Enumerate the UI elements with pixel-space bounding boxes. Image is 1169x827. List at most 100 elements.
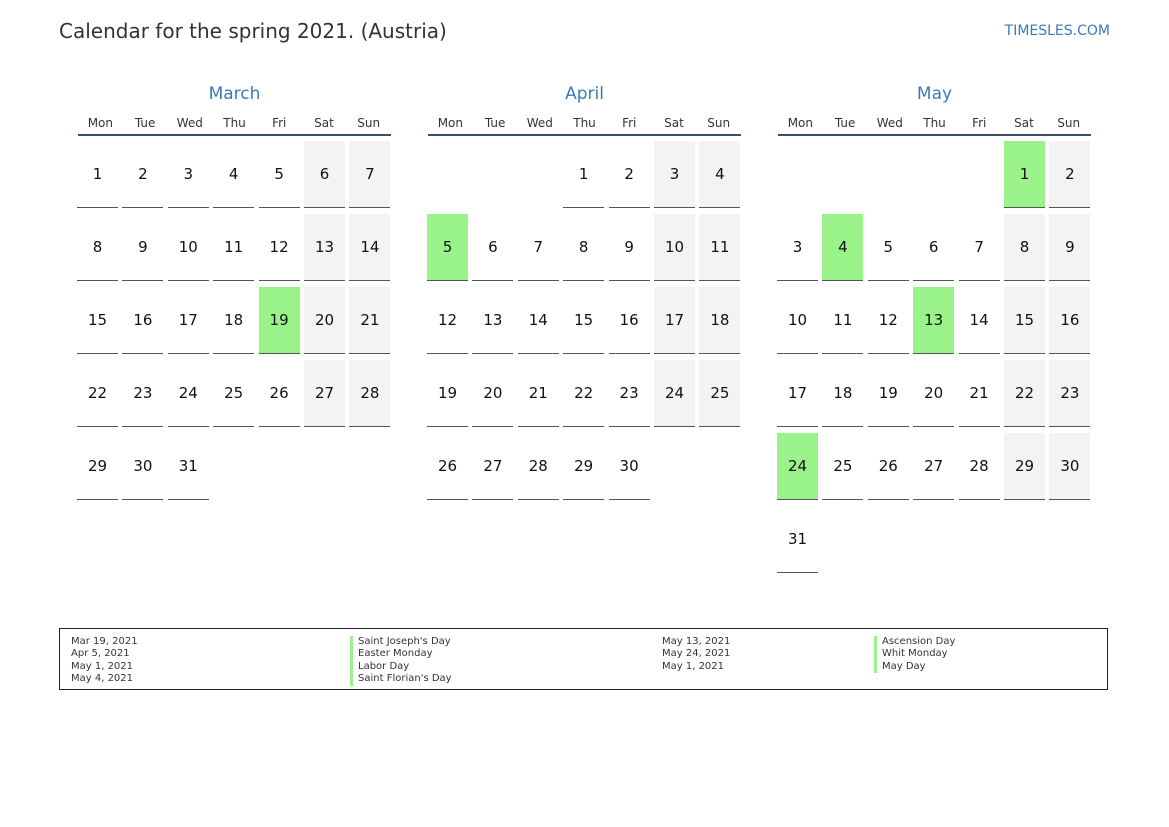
day-cell: 6	[472, 214, 514, 281]
day-cell: 10	[777, 287, 818, 354]
day-cell: 21	[517, 360, 559, 427]
weekday-label: Sat	[314, 116, 334, 130]
day-cell: 14	[517, 287, 559, 354]
legend-date: May 1, 2021	[662, 660, 725, 672]
day-cell: 5	[867, 214, 909, 281]
legend-holiday-name: Saint Joseph's Day	[350, 636, 452, 649]
day-cell: 23	[608, 360, 650, 427]
legend-holiday-name: May Day	[874, 660, 955, 674]
month-may: May Mon Tue Wed Thu Fri Sat Sun 1 2 3 4 5 6 7 8 9 10 11 12 1…	[777, 82, 1092, 573]
day-cell: 16	[1049, 287, 1091, 354]
legend-col2-dates: May 13, 2021 May 24, 2021 May 1, 2021	[662, 636, 730, 673]
day-cell: 10	[167, 214, 209, 281]
weekday-label: Sun	[707, 116, 731, 130]
legend-col1-dates: Mar 19, 2021 Apr 5, 2021 May 1, 2021 May…	[71, 636, 138, 686]
day-cell: 21	[349, 287, 391, 354]
day-cell: 12	[867, 287, 909, 354]
day-cell: 28	[349, 360, 391, 427]
day-cell: 31	[777, 506, 818, 573]
day-cell: 22	[1004, 360, 1045, 427]
day-cell: 2	[1049, 141, 1091, 208]
day-cell: 8	[77, 214, 118, 281]
day-cell: 28	[958, 433, 1000, 500]
weekday-label: Mon	[437, 116, 464, 130]
day-cell-holiday: 1	[1004, 141, 1045, 208]
day-cell: 17	[167, 287, 209, 354]
weekday-label: Wed	[176, 116, 203, 130]
day-cell: 7	[349, 141, 391, 208]
day-cell: 19	[867, 360, 909, 427]
weekday-header-row: Mon Tue Wed Thu Fri Sat Sun	[428, 106, 741, 136]
day-cell: 13	[304, 214, 345, 281]
weekday-label: Thu	[923, 116, 946, 130]
holiday-legend: Mar 19, 2021 Apr 5, 2021 May 1, 2021 May…	[59, 628, 1108, 690]
month-name: April	[565, 84, 604, 104]
page-title: Calendar for the spring 2021. (Austria)	[59, 19, 447, 43]
day-cell: 20	[304, 287, 345, 354]
legend-date: May 24, 2021	[662, 648, 731, 660]
day-cell: 27	[304, 360, 345, 427]
month-name: May	[916, 84, 953, 104]
weekday-label: Mon	[87, 116, 114, 130]
day-cell: 23	[122, 360, 164, 427]
weekday-label: Thu	[223, 116, 246, 130]
day-cell: 14	[958, 287, 1000, 354]
day-cell: 17	[777, 360, 818, 427]
day-cell: 16	[608, 287, 650, 354]
day-cell: 10	[654, 214, 695, 281]
day-cell: 26	[258, 360, 300, 427]
day-cell: 29	[77, 433, 118, 500]
day-cell: 12	[258, 214, 300, 281]
day-cell: 18	[822, 360, 864, 427]
weekday-label: Sat	[664, 116, 684, 130]
day-cell: 19	[427, 360, 468, 427]
day-cell: 30	[122, 433, 164, 500]
month-april: April Mon Tue Wed Thu Fri Sat Sun 1 2 3 4 5 6 7 8 9 10 11 1…	[427, 82, 742, 500]
day-cell: 30	[608, 433, 650, 500]
legend-holiday-name: Ascension Day	[874, 636, 955, 649]
day-cell: 17	[654, 287, 695, 354]
day-cell-holiday: 4	[822, 214, 864, 281]
day-cell: 23	[1049, 360, 1091, 427]
legend-date: May 13, 2021	[662, 636, 731, 647]
weekday-label: Wed	[526, 116, 553, 130]
legend-holiday-name: Whit Monday	[874, 648, 955, 661]
day-cell: 8	[1004, 214, 1045, 281]
day-cell: 18	[699, 287, 741, 354]
day-cell: 18	[213, 287, 255, 354]
weekday-label: Sun	[357, 116, 381, 130]
day-cell-holiday: 19	[258, 287, 300, 354]
day-cell: 21	[958, 360, 1000, 427]
day-cell: 29	[1004, 433, 1045, 500]
weekday-label: Fri	[272, 116, 287, 130]
legend-holiday-name: Labor Day	[350, 660, 452, 674]
month-march: March Mon Tue Wed Thu Fri Sat Sun 1 2 3 4 5 6 7 8 9 10 11 1…	[77, 82, 392, 500]
day-cell: 29	[563, 433, 605, 500]
legend-col2-names: Ascension Day Whit Monday May Day	[874, 636, 955, 674]
day-cell: 22	[563, 360, 605, 427]
day-cell: 25	[822, 433, 864, 500]
day-cell: 9	[122, 214, 164, 281]
day-cell: 13	[472, 287, 514, 354]
legend-holiday-name: Easter Monday	[350, 648, 452, 661]
day-cell: 26	[427, 433, 468, 500]
day-cell: 3	[654, 141, 695, 208]
weekday-label: Tue	[834, 116, 856, 130]
day-cell: 3	[167, 141, 209, 208]
day-cell: 7	[517, 214, 559, 281]
legend-date: Apr 5, 2021	[71, 648, 130, 660]
day-cell: 22	[77, 360, 118, 427]
day-cell: 7	[958, 214, 1000, 281]
legend-date: May 4, 2021	[71, 673, 134, 685]
day-cell-holiday: 24	[777, 433, 818, 500]
day-cell: 6	[304, 141, 345, 208]
day-cell: 15	[563, 287, 605, 354]
day-cell: 26	[867, 433, 909, 500]
day-cell: 30	[1049, 433, 1091, 500]
legend-date: Mar 19, 2021	[71, 636, 138, 647]
weekday-label: Sat	[1014, 116, 1034, 130]
day-cell: 27	[913, 433, 955, 500]
weekday-label: Sun	[1057, 116, 1081, 130]
brand-link[interactable]: TIMESLES.COM	[1004, 23, 1110, 39]
month-name: March	[208, 84, 261, 104]
